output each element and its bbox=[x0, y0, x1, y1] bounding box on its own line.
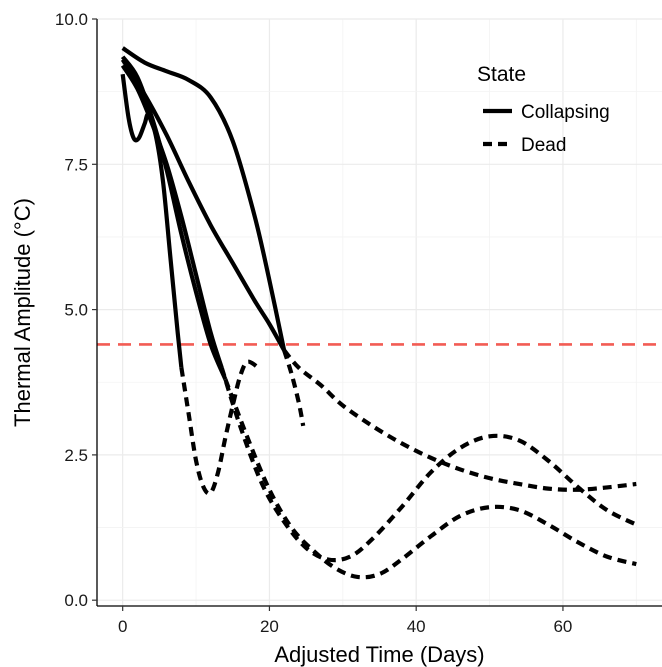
series-2-collapsing-line bbox=[120, 58, 286, 352]
series-4-dead-line bbox=[219, 367, 638, 563]
legend: State Collapsing Dead bbox=[477, 63, 610, 156]
legend-label-dead: Dead bbox=[521, 135, 566, 156]
series-1-collapsing-line bbox=[121, 46, 287, 351]
series-4-collapsing-line bbox=[120, 64, 224, 369]
legend-title: State bbox=[477, 63, 526, 86]
series-3-dead-line bbox=[179, 359, 260, 496]
plot-background bbox=[97, 19, 662, 606]
y-tick-label: 7.5 bbox=[64, 155, 88, 174]
x-axis-title: Adjusted Time (Days) bbox=[274, 642, 484, 667]
series-5-collapsing-line bbox=[120, 55, 228, 381]
x-tick-label: 40 bbox=[407, 617, 426, 636]
series-2-dead-line bbox=[282, 349, 306, 427]
x-tick-label: 0 bbox=[118, 617, 127, 636]
series-1-dead-line bbox=[282, 348, 637, 492]
grid bbox=[97, 18, 662, 606]
axes: 0 20 40 60 0.0 2.5 5.0 7.5 10.0 bbox=[55, 10, 662, 636]
y-tick-label: 10.0 bbox=[55, 10, 88, 29]
x-tick-label: 20 bbox=[260, 617, 279, 636]
y-tick-label: 5.0 bbox=[64, 301, 88, 320]
series-5-dead-line bbox=[223, 378, 637, 580]
series-group bbox=[120, 46, 638, 580]
y-axis-title: Thermal Amplitude (°C) bbox=[10, 198, 35, 427]
y-tick-label: 0.0 bbox=[64, 591, 88, 610]
y-tick-label: 2.5 bbox=[64, 446, 88, 465]
legend-label-collapsing: Collapsing bbox=[521, 102, 610, 123]
x-tick-label: 60 bbox=[553, 617, 572, 636]
